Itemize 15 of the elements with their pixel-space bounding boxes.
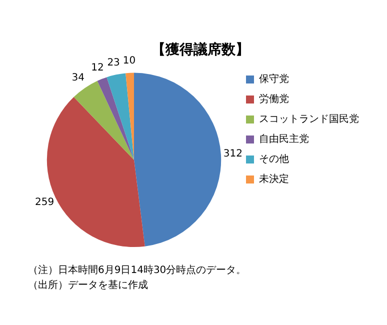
- data-label: 10: [122, 56, 136, 67]
- legend-label: 労働党: [259, 93, 289, 106]
- legend-label: 自由民主党: [259, 133, 309, 146]
- text: （注）日本時間6月9日14時30分時点のデータ。: [28, 264, 248, 278]
- data-label: 259: [34, 197, 54, 208]
- data-label: 12: [91, 62, 104, 74]
- legend-label: スコットランド国民党: [259, 113, 359, 126]
- data-label: 312: [223, 148, 242, 160]
- legend-label: 未決定: [259, 173, 289, 186]
- legend-label: 保守党: [259, 73, 289, 86]
- data-label: 23: [107, 58, 120, 69]
- chart-title: 【獲得議席数】: [152, 41, 250, 58]
- text: （出所）データを基に作成: [28, 278, 149, 293]
- legend-label: その他: [259, 153, 289, 166]
- data-label: 34: [72, 72, 84, 84]
